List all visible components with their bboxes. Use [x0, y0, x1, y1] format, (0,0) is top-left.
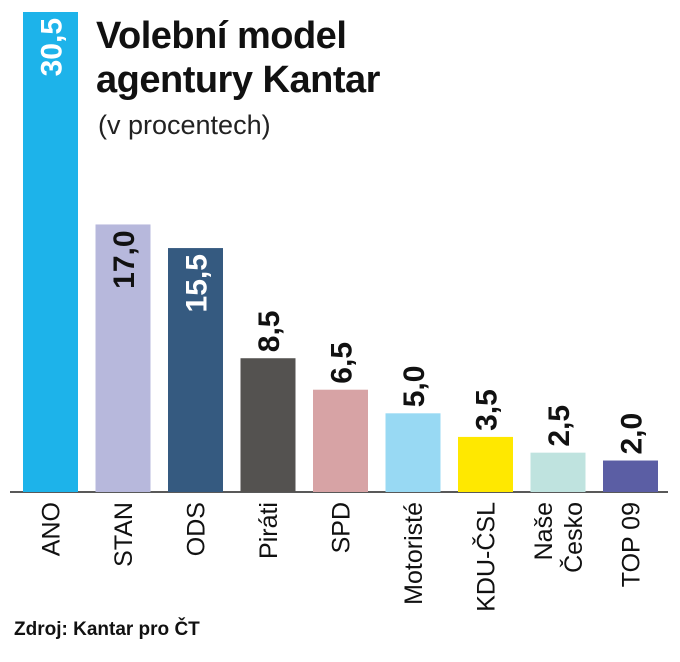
chart-title-line-2: agentury Kantar	[96, 59, 380, 101]
category-label-1: STAN	[110, 502, 138, 567]
category-label-7-line-0: Naše	[530, 502, 558, 560]
value-label-4: 6,5	[326, 342, 359, 384]
source-note: Zdroj: Kantar pro ČT	[14, 619, 200, 640]
category-label-4: SPD	[328, 502, 356, 553]
value-label-0: 30,5	[36, 18, 69, 76]
category-label-7-line-1: Česko	[559, 502, 588, 573]
bar-6	[458, 436, 513, 492]
value-label-7: 2,5	[543, 405, 576, 447]
bar-3	[240, 358, 296, 492]
bar-1	[95, 224, 151, 492]
chart-title: Volební model agentury Kantar	[96, 14, 380, 102]
category-label-0: ANO	[38, 502, 66, 556]
category-label-2: ODS	[183, 502, 211, 556]
bar-0	[23, 12, 78, 492]
bar-2	[168, 248, 223, 492]
value-label-8: 2,0	[616, 413, 649, 455]
value-label-3: 8,5	[253, 311, 286, 353]
value-label-2: 15,5	[181, 254, 214, 312]
bar-8	[603, 460, 658, 492]
category-label-8: TOP 09	[618, 502, 646, 587]
bar-4	[313, 389, 368, 492]
category-label-5: Motoristé	[400, 502, 428, 605]
category-label-3: Piráti	[255, 502, 283, 559]
category-label-6: KDU-ČSL	[472, 502, 501, 612]
chart-subtitle: (v procentech)	[98, 110, 271, 140]
bar-5	[385, 413, 441, 492]
value-label-5: 5,0	[398, 366, 431, 408]
bar-7	[530, 452, 586, 492]
value-label-6: 3,5	[471, 389, 504, 431]
value-label-1: 17,0	[108, 230, 141, 288]
chart-title-line-1: Volební model	[96, 15, 347, 57]
